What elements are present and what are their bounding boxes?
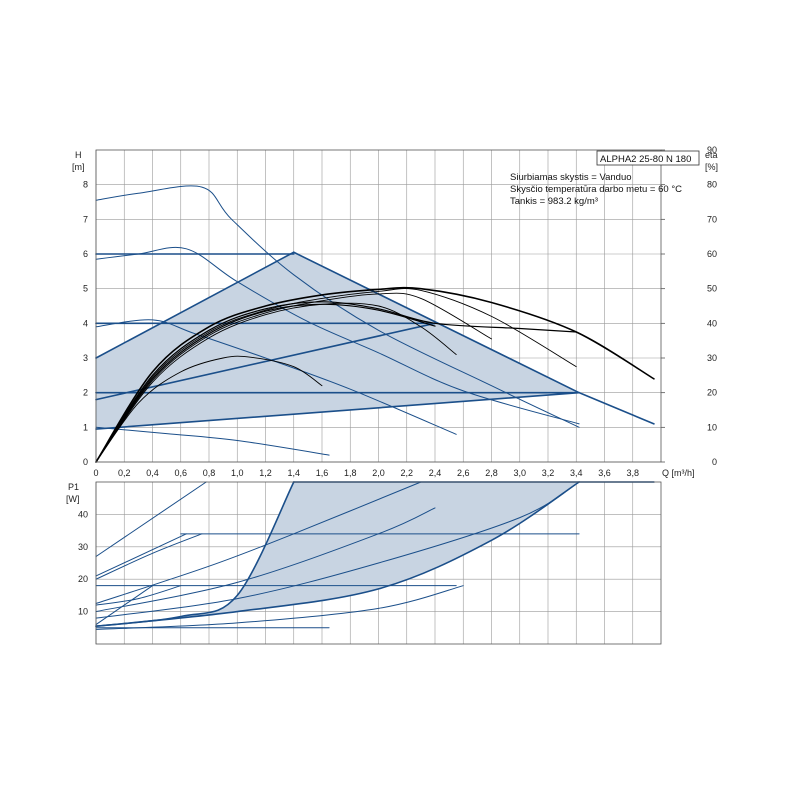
x-tick-label: 1,4: [287, 468, 300, 478]
x-tick-label: 3,6: [598, 468, 611, 478]
eta-tick-label: 80: [707, 180, 717, 190]
power-chart-frame: [95, 481, 662, 645]
x-tick-label: 0,2: [118, 468, 131, 478]
x-tick-label: 2,4: [429, 468, 442, 478]
power-curve: [95, 481, 422, 604]
h-tick-label: 5: [83, 284, 88, 294]
power-curve: [95, 481, 207, 558]
head-curve-blue: [95, 319, 457, 435]
power-operating-envelope: [96, 482, 580, 627]
x-tick-label: 3,8: [626, 468, 639, 478]
eta-axis-title: eta: [705, 150, 718, 160]
h-tick-label: 0: [83, 457, 88, 467]
h-tick-label: 7: [83, 214, 88, 224]
head-curve-blue: [95, 185, 580, 428]
power-curve: [95, 585, 182, 606]
title-box: ALPHA2 25-80 N 180: [596, 150, 700, 166]
power-curve: [95, 533, 203, 580]
power-curve: [95, 481, 580, 619]
power-curve: [95, 533, 187, 577]
head-curve-black: [95, 286, 655, 463]
head-curve-blue: [95, 426, 330, 456]
h-tick-label: 1: [83, 422, 88, 432]
head-curve-blue: [95, 246, 580, 425]
head-chart-panel: [95, 149, 665, 463]
eta-tick-label: 70: [707, 214, 717, 224]
eta-tick-label: 10: [707, 422, 717, 432]
eta-tick-label: 90: [707, 145, 717, 155]
eta-tick-label: 40: [707, 318, 717, 328]
x-tick-label: 2,0: [372, 468, 385, 478]
x-tick-label: 0,6: [174, 468, 187, 478]
chart-title: ALPHA2 25-80 N 180: [600, 154, 691, 165]
head-curve-blue: [292, 251, 580, 394]
head-curve-black: [95, 301, 577, 463]
x-tick-label: 2,8: [485, 468, 498, 478]
head-curve-blue: [578, 391, 655, 425]
eta-tick-label: 50: [707, 284, 717, 294]
x-tick-label: 3,2: [542, 468, 555, 478]
head-chart-frame: [95, 149, 662, 463]
head-curve-black: [95, 355, 323, 463]
x-tick-label: 3,0: [513, 468, 526, 478]
title-box-frame: [596, 150, 700, 166]
h-tick-label: 3: [83, 353, 88, 363]
p1-tick-label: 30: [78, 542, 88, 552]
head-curve-black: [95, 288, 577, 463]
power-chart-panel: [95, 481, 662, 645]
x-tick-label: 0,4: [146, 468, 159, 478]
x-tick-label: 0: [93, 468, 98, 478]
h-tick-label: 4: [83, 318, 88, 328]
info-line-temperature: Skysčio temperatūra darbo metu = 60 °C: [510, 184, 682, 195]
eta-tick-label: 0: [712, 457, 717, 467]
power-curve: [95, 507, 436, 613]
head-curve-blue: [95, 251, 295, 359]
eta-tick-label: 20: [707, 388, 717, 398]
power-curve: [95, 585, 464, 630]
p1-tick-label: 40: [78, 509, 88, 519]
power-curve: [95, 481, 580, 627]
power-curve: [95, 585, 153, 626]
q-axis-title: Q [m³/h]: [662, 468, 695, 478]
x-tick-label: 1,2: [259, 468, 272, 478]
eta-axis-unit: [%]: [705, 162, 718, 172]
info-line-density: Tankis = 983.2 kg/m³: [510, 196, 598, 207]
x-tick-label: 2,6: [457, 468, 470, 478]
head-curve-blue: [95, 391, 580, 430]
h-tick-label: 6: [83, 249, 88, 259]
h-axis-unit: [m]: [72, 162, 85, 172]
head-curve-black: [95, 302, 457, 463]
h-axis-title: H: [75, 150, 82, 160]
info-line-fluid: Siurbiamas skystis = Vanduo: [510, 172, 632, 183]
h-tick-label: 8: [83, 180, 88, 190]
p1-axis-title: P1: [68, 482, 79, 492]
head-curve-blue: [95, 322, 436, 401]
x-tick-label: 3,4: [570, 468, 583, 478]
p1-tick-label: 20: [78, 574, 88, 584]
eta-tick-label: 30: [707, 353, 717, 363]
x-tick-label: 1,0: [231, 468, 244, 478]
x-tick-label: 1,8: [344, 468, 357, 478]
x-tick-label: 1,6: [316, 468, 329, 478]
x-tick-label: 0,8: [203, 468, 216, 478]
h-tick-label: 2: [83, 388, 88, 398]
head-operating-envelope: [96, 252, 580, 430]
eta-tick-label: 60: [707, 249, 717, 259]
x-tick-label: 2,2: [400, 468, 413, 478]
p1-axis-unit: [W]: [66, 494, 80, 504]
fluid-info: Siurbiamas skystis = Vanduo Skysčio temp…: [510, 172, 682, 207]
p1-tick-label: 10: [78, 607, 88, 617]
head-curve-black: [95, 303, 436, 463]
